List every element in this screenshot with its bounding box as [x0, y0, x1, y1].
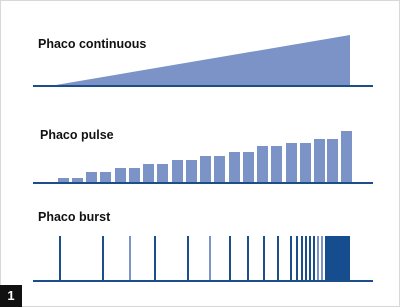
panel-label: Phaco burst: [38, 210, 111, 224]
figure-badge: [0, 285, 22, 307]
panel-label: Phaco continuous: [38, 37, 146, 51]
burst-lines: [59, 236, 323, 281]
continuous-ramp: [50, 35, 350, 86]
figure-number: 1: [7, 288, 14, 303]
pulse-bars: [58, 131, 352, 183]
panel-label: Phaco pulse: [40, 128, 114, 142]
burst-block: [325, 236, 350, 281]
